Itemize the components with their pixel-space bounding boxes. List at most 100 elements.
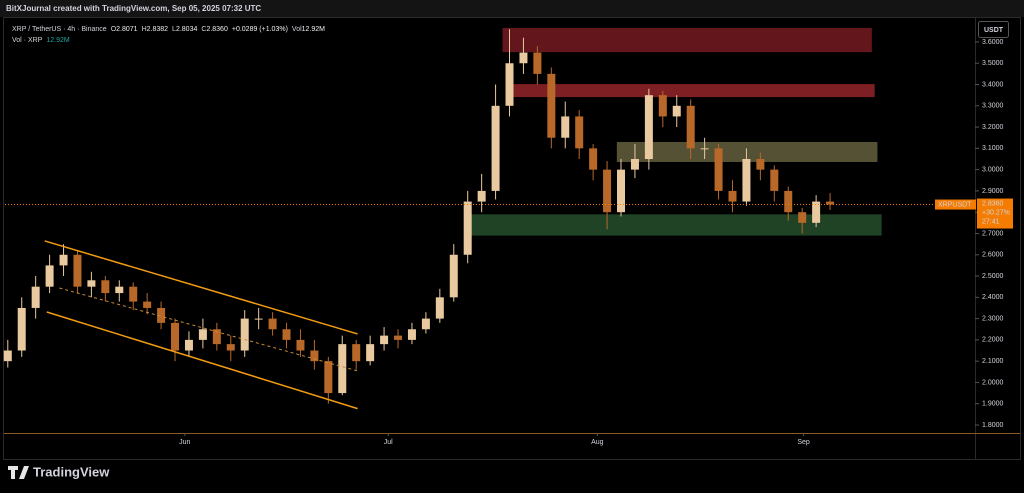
candle-body [477,190,486,202]
candle-body [826,201,835,205]
legend-value: 12.92M [302,26,326,33]
candle-body [184,339,193,351]
candle-body [770,169,779,191]
brand-name: TradingView [33,464,110,479]
candle-body [700,148,709,150]
brand-logo [8,466,29,479]
zone [466,214,882,236]
candle-body [714,148,723,191]
x-tick-label: Jul [384,439,393,446]
y-tick-label: 2.7000 [982,230,1004,237]
frame [3,17,1021,460]
candle-body [603,169,612,213]
y-tick-label: 2.3000 [982,315,1004,322]
x-tick-label: Jun [179,439,190,446]
legend-key: H [142,26,147,33]
candle-body [575,116,584,149]
y-tick-label: 3.2000 [982,124,1004,131]
candle-body [226,344,235,351]
y-tick-label: 2.4000 [982,294,1004,301]
legend-line: XRP / TetherUS · 4h · Binance O2.8071 H2.8… [12,26,325,33]
candle-body [129,286,138,302]
candle-body [352,344,361,362]
candle-body [421,318,430,330]
candle-body [394,335,403,340]
header-bar [0,0,1024,17]
candle-body [435,297,444,319]
y-tick-label: 2.2000 [982,337,1004,344]
legend-value: 2.8382 [147,26,169,33]
legend-value: +0.0289 (+1.03%) [232,26,288,33]
candle-body [449,254,458,298]
candle-body [686,105,695,149]
legend-value: 2.8360 [206,26,228,33]
candle-body [589,148,598,170]
candle-body [198,329,207,340]
volume-legend: Vol · XRP 12.92M [12,37,70,44]
y-tick-label: 2.9000 [982,188,1004,195]
countdown: 27:41 [982,218,1000,225]
y-tick-label: 2.5000 [982,273,1004,280]
candle-body [240,318,249,351]
candle-body [338,344,347,394]
zone [506,84,875,98]
volume-value: 12.92M [46,37,70,44]
candle-body [742,159,751,202]
candle-body [756,159,765,170]
candle-body [268,318,277,330]
candle-body [73,254,82,287]
candle-body [157,307,166,323]
currency-box[interactable] [978,21,1009,38]
price-label-symbol: XRPUSDT [938,201,972,208]
candle-body [31,286,40,308]
candle-body [59,254,68,266]
candle-body [533,52,542,74]
y-tick-label: 3.0000 [982,166,1004,173]
candle-body [87,280,96,287]
candle-body [143,301,152,308]
candle-body [296,339,305,351]
candle-body [463,201,472,255]
candle-body [784,190,793,213]
candle-body [45,265,54,287]
legend-value: 2.8034 [176,26,198,33]
candle-body [282,329,291,340]
candle-body [617,169,626,213]
trend-line [46,311,358,410]
candle-body [101,280,110,294]
symbol: XRP / TetherUS · 4h · Binance [12,26,107,33]
candle-body [171,322,180,351]
candle-body [17,307,26,351]
trend-line [44,240,358,335]
x-tick-label: Sep [797,439,810,446]
candle-body [519,52,528,64]
candle-body [630,159,639,170]
legend-key: Vol [292,26,302,33]
zone [502,27,872,53]
candle-body [491,105,500,191]
y-tick-label: 3.6000 [982,39,1004,46]
candle-body [812,201,821,223]
y-tick-label: 2.0000 [982,379,1004,386]
candle-body [407,329,416,340]
y-tick-label: 1.8000 [982,422,1004,429]
currency: USDT [984,27,1004,34]
candle-body [310,350,319,362]
candle-body [505,63,514,106]
candle-body [644,95,653,160]
price-box [977,198,1013,229]
volume-key: Vol · XRP [12,37,43,44]
y-tick-label: 2.6000 [982,252,1004,259]
candle-body [380,335,389,345]
candle-body [728,190,737,202]
price-value: 2.8360 [982,200,1004,207]
price-change: +30.27% [982,209,1010,216]
y-tick-label: 3.5000 [982,60,1004,67]
candle-body [672,105,681,117]
y-tick-label: 2.1000 [982,358,1004,365]
legend-value: 2.8071 [116,26,138,33]
header-text: BitXJournal created with TradingView.com… [6,4,261,13]
y-tick-label: 1.9000 [982,401,1004,408]
legend-key: C [201,26,206,33]
